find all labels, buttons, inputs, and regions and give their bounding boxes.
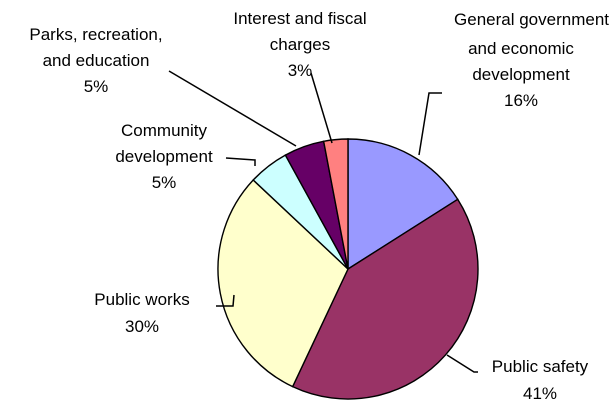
label-public-safety-line1: Public safety — [492, 357, 589, 376]
leader-line-interest — [310, 72, 333, 144]
slice-labels: General government and economic developm… — [29, 9, 609, 403]
pie-slices — [217, 138, 479, 400]
label-parks-line2: and education — [43, 51, 150, 70]
label-public-works-line1: Public works — [94, 290, 189, 309]
label-general-government-line2: and economic — [468, 39, 574, 58]
label-general-government-percent: 16% — [504, 91, 538, 110]
leader-line-general-government — [418, 92, 442, 156]
pie-slice-public-works — [217, 179, 349, 388]
label-interest-percent: 3% — [288, 61, 313, 80]
leader-line-public-safety — [446, 354, 478, 373]
label-public-safety-percent: 41% — [523, 384, 557, 403]
label-community-development-percent: 5% — [152, 173, 177, 192]
pie-slice-public-safety — [291, 198, 479, 400]
leader-lines — [168, 70, 478, 373]
label-general-government-line1: General government — [454, 10, 609, 29]
label-general-government-line3: development — [472, 65, 570, 84]
label-public-works-percent: 30% — [125, 317, 159, 336]
leader-line-community-development — [225, 157, 256, 166]
label-community-development-line1: Community — [121, 121, 207, 140]
label-community-development-line2: development — [115, 147, 213, 166]
leader-line-public-works — [216, 294, 235, 307]
pie-slice-general-government-and-economic-development — [347, 138, 459, 271]
label-interest-line2: charges — [270, 35, 330, 54]
label-parks-line1: Parks, recreation, — [29, 25, 162, 44]
pie-slice-interest-and-fiscal-charges — [322, 138, 349, 270]
leader-line-parks — [168, 70, 297, 147]
label-parks-percent: 5% — [84, 77, 109, 96]
label-interest-line1: Interest and fiscal — [233, 9, 366, 28]
